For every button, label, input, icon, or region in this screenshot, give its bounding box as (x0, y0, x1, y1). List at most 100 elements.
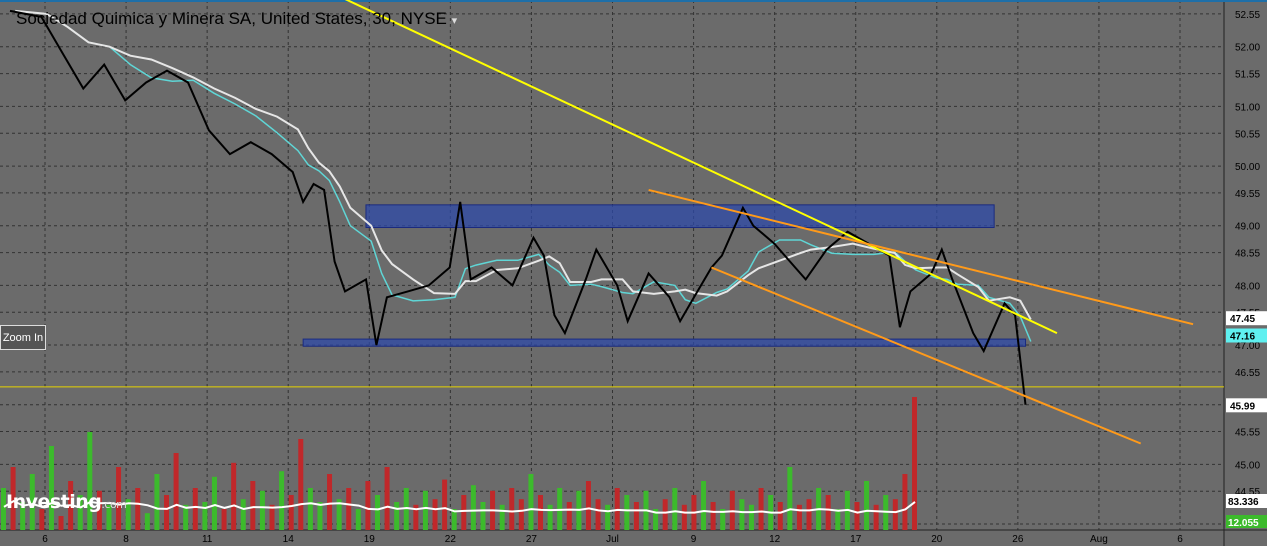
x-tick-label: 11 (202, 534, 213, 545)
volume-bar (106, 504, 112, 530)
volume-bar (125, 499, 131, 530)
last-price-label: 45.99 (1230, 401, 1255, 412)
volume-bar (653, 509, 659, 530)
volume-bar (279, 471, 285, 530)
volume-bar (116, 467, 122, 530)
volume-bar (499, 504, 505, 530)
volume-bar (806, 499, 812, 530)
volume-bar (864, 481, 870, 530)
volume-bar (854, 502, 860, 530)
zoom-in-button[interactable]: Zoom In (0, 325, 46, 350)
ma-slow-line (15, 9, 1032, 320)
volume-last-label-bg (1226, 515, 1267, 528)
volume-bar (509, 488, 515, 530)
y-tick-label: 52.55 (1235, 10, 1260, 21)
volume-bar (912, 397, 917, 530)
volume-bar (480, 502, 486, 530)
volume-bar (221, 509, 227, 530)
y-tick-label: 49.00 (1235, 222, 1260, 233)
volume-bar (547, 504, 553, 530)
x-tick-label: 19 (364, 534, 376, 545)
y-tick-label: 44.55 (1235, 487, 1260, 498)
volume-bar (192, 488, 198, 530)
y-tick-label: 45.55 (1235, 428, 1260, 439)
volume-bar (29, 474, 35, 530)
volume-bar (259, 490, 265, 530)
y-tick-label: 50.55 (1235, 129, 1260, 140)
reference-price-label: 47.45 (1230, 314, 1255, 325)
volume-ma-line (3, 499, 916, 514)
orange-channel-bottom (711, 266, 1142, 445)
volume-bar (20, 502, 26, 530)
y-tick-label: 48.55 (1235, 249, 1260, 260)
x-tick-label: 14 (283, 534, 295, 545)
volume-bar (605, 504, 611, 530)
volume-bar (346, 488, 352, 530)
volume-bar (39, 509, 45, 530)
volume-bar (902, 474, 908, 530)
chart-title: Sociedad Quimica y Minera SA, United Sta… (16, 9, 457, 29)
volume-bar (470, 485, 476, 530)
y-tick-label: 51.55 (1235, 70, 1260, 81)
volume-bar (451, 509, 457, 530)
volume-bar (173, 453, 179, 530)
volume-bar (585, 481, 591, 530)
volume-bar (777, 502, 783, 530)
volume-bar (624, 495, 630, 530)
current-price-label-bg (1226, 328, 1267, 343)
x-tick-label: 27 (526, 534, 538, 545)
volume-bar (355, 509, 361, 530)
volume-bar (10, 467, 16, 530)
last-price-label-bg (1226, 398, 1267, 413)
x-tick-label: 8 (123, 534, 129, 545)
resistance-zone (365, 204, 995, 229)
volume-bar (365, 481, 371, 530)
volume-bar (432, 499, 438, 530)
x-tick-label: 20 (931, 534, 943, 545)
y-tick-label: 51.00 (1235, 102, 1260, 113)
x-tick-label: 12 (769, 534, 781, 545)
volume-bar (720, 509, 726, 530)
x-tick-label: Jul (606, 534, 619, 545)
x-tick-label: 22 (445, 534, 457, 545)
volume-bar (758, 488, 764, 530)
volume-bar (681, 504, 687, 530)
volume-bar (240, 499, 246, 530)
y-tick-label: 52.00 (1235, 43, 1260, 54)
volume-bar (633, 502, 639, 530)
ma-fast-line (15, 10, 1032, 342)
volume-bar (96, 490, 102, 530)
volume-bar (48, 446, 54, 530)
volume-bar (662, 499, 668, 530)
volume-bar (394, 502, 400, 530)
volume-bar (231, 462, 237, 530)
x-tick-label: 26 (1012, 534, 1024, 545)
volume-bar (595, 499, 601, 530)
caret-down-icon[interactable]: ▾ (451, 15, 458, 27)
volume-bar (1, 488, 6, 530)
volume-bar (135, 488, 141, 530)
volume-bar (748, 504, 754, 530)
volume-bar (288, 495, 294, 530)
volume-bar (87, 432, 93, 530)
volume-bar (58, 516, 64, 530)
y-tick-label: 45.00 (1235, 460, 1260, 471)
y-tick-label: 49.55 (1235, 189, 1260, 200)
volume-bar (787, 467, 793, 530)
volume-bar (211, 476, 217, 530)
volume-ma-label-bg (1226, 494, 1267, 508)
y-tick-label: 47.00 (1235, 341, 1260, 352)
volume-bar (307, 488, 313, 530)
x-tick-label: 9 (691, 534, 697, 545)
volume-bar (77, 495, 83, 530)
investing-logo: Investing.com (6, 491, 127, 513)
volume-bar (374, 495, 380, 530)
volume-bar (250, 481, 256, 530)
volume-last-label: 12.055 (1228, 518, 1259, 529)
volume-bar (413, 504, 419, 530)
volume-bar (672, 488, 678, 530)
orange-channel-top (648, 188, 1194, 326)
volume-bar (538, 495, 544, 530)
volume-bar (384, 467, 390, 530)
